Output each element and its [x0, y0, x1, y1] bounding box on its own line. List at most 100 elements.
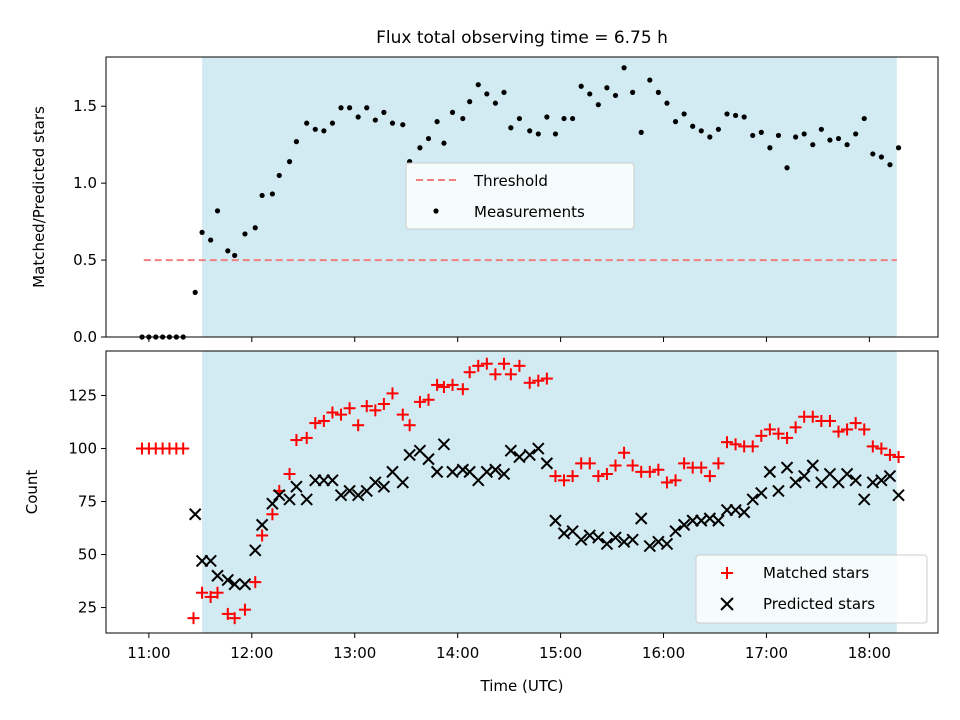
predicted-star-point [540, 457, 554, 470]
top-axes-frame [105, 56, 939, 338]
predicted-star-point [883, 469, 897, 483]
bottom-ytick-label: 75 [78, 493, 97, 511]
predicted-star-point [255, 518, 269, 532]
matched-star-point [221, 607, 234, 620]
predicted-star-point [204, 554, 217, 568]
measurement-point [715, 126, 722, 132]
measurement-point [449, 109, 456, 115]
measurement-point [441, 140, 447, 146]
matched-star-point [317, 414, 330, 427]
matched-star-point [249, 576, 262, 589]
measurement-point [595, 102, 601, 108]
measurement-point [338, 105, 344, 111]
matched-star-point [177, 442, 190, 455]
matched-star-point [422, 393, 435, 406]
predicted-star-point [489, 463, 502, 476]
measurement-point [870, 151, 876, 157]
measurement-point [561, 115, 567, 122]
bottom-xtick-label: 11:00 [127, 644, 170, 662]
bottom-y-axis: 25 50 75 100 125 [68, 387, 106, 617]
measurement-point [784, 165, 790, 171]
measurement-point [878, 154, 884, 160]
predicted-star-point [334, 488, 348, 502]
matched-star-point [403, 419, 416, 432]
matched-star-point [413, 395, 426, 408]
predicted-star-point [283, 493, 296, 506]
measurement-point [293, 139, 300, 145]
measurement-point [304, 120, 310, 126]
measurement-point [741, 114, 747, 120]
legend-measurements-swatch [433, 208, 439, 214]
predicted-star-point [523, 448, 536, 462]
matched-star-point [532, 374, 545, 387]
matched-star-point [523, 376, 536, 389]
bottom-legend: Matched stars Predicted stars [695, 554, 928, 624]
measurement-point [638, 129, 644, 135]
measurement-point [467, 99, 473, 105]
matched-star-point [858, 423, 871, 436]
measurement-point [827, 137, 833, 143]
legend-matched-label: Matched stars [763, 564, 869, 582]
predicted-star-point [396, 476, 409, 489]
matched-star-point [309, 417, 322, 430]
measurement-point [425, 135, 432, 142]
matched-star-point [678, 457, 691, 470]
matched-star-point [583, 457, 596, 470]
measurement-point [329, 120, 336, 126]
legend-matched-swatch [721, 567, 733, 579]
predicted-star-point [755, 486, 768, 500]
predicted-star-point [266, 497, 279, 510]
matched-star-point [609, 459, 622, 472]
measurement-point [259, 192, 265, 199]
matched-star-point [369, 404, 382, 417]
predicted-star-point [456, 463, 470, 476]
legend-predicted-label: Predicted stars [763, 595, 875, 613]
bottom-ytick-label: 50 [78, 546, 97, 564]
measurement-point [578, 83, 584, 89]
measurement-point [364, 105, 370, 111]
measurement-point [460, 115, 466, 122]
measurement-point [225, 248, 231, 254]
measurement-point [321, 128, 327, 134]
predicted-star-point [290, 480, 303, 493]
matched-star-point [849, 417, 862, 430]
bottom-xtick-label: 14:00 [436, 644, 479, 662]
predicted-star-point [677, 518, 691, 532]
bottom-y-axis-label: Count [23, 470, 41, 515]
measurement-point [434, 119, 440, 125]
legend-predicted-swatch [720, 597, 734, 611]
top-ytick-label: 0.5 [73, 251, 97, 269]
matched-star-point [772, 427, 785, 440]
matched-star-point [652, 463, 665, 476]
measurement-point [508, 125, 514, 131]
matched-star-point [283, 467, 296, 480]
predicted-star-point [228, 578, 241, 591]
bottom-axes-frame [105, 350, 939, 634]
predicted-star-point [772, 484, 785, 498]
measurement-point [232, 252, 238, 259]
matched-star-point [228, 612, 241, 625]
bottom-panel: 25 50 75 100 125 11:00 12:00 13:00 14:00 15:00 16… [23, 350, 939, 695]
measurement-point [732, 112, 739, 119]
measurement-point [252, 225, 258, 231]
matched-star-point [377, 398, 390, 411]
matched-star-point [746, 440, 759, 453]
predicted-star-point [574, 533, 588, 546]
matched-star-point [806, 410, 819, 423]
matched-star-point [892, 451, 905, 464]
measurement-point [501, 89, 507, 95]
matched-star-point [558, 474, 571, 487]
top-ytick-label: 1.0 [73, 174, 97, 192]
measurement-point [835, 135, 842, 142]
predicted-star-point [660, 537, 674, 551]
matched-star-point [360, 400, 373, 413]
measurement-point [887, 162, 893, 168]
bottom-legend-box [695, 554, 928, 624]
legend-threshold-label: Threshold [473, 172, 548, 190]
top-ytick-label: 1.5 [73, 97, 97, 115]
measurement-point [895, 145, 902, 151]
matched-star-point [256, 529, 269, 542]
measurement-point [214, 208, 221, 214]
measurement-point [672, 119, 679, 125]
predicted-star-point [858, 493, 871, 506]
